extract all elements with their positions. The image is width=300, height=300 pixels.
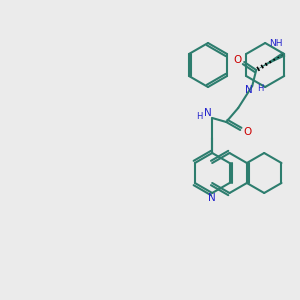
Text: N: N <box>245 85 253 95</box>
Polygon shape <box>256 52 286 70</box>
Text: H: H <box>196 112 202 121</box>
Text: O: O <box>243 127 251 137</box>
Text: N: N <box>204 108 212 118</box>
Text: O: O <box>233 55 241 65</box>
Text: NH: NH <box>269 38 283 47</box>
Text: N: N <box>208 193 216 203</box>
Text: H: H <box>257 83 263 92</box>
